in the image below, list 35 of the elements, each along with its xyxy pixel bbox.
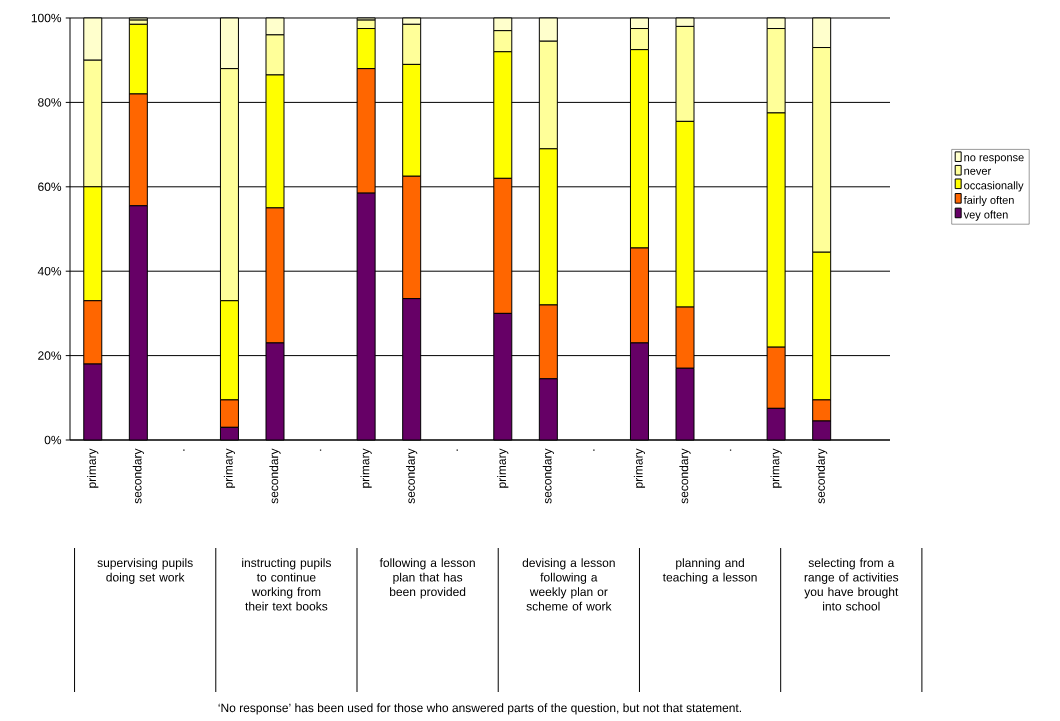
text: planning and teaching a lesson xyxy=(662,558,757,584)
legend-label: occasionally xyxy=(964,181,1024,192)
x-tick-label: secondary xyxy=(269,448,281,504)
x-tick-label: . xyxy=(456,449,458,451)
x-tick-label: . xyxy=(593,449,595,451)
text: following a lesson plan that has been provided xyxy=(379,558,475,599)
legend-label: vey often xyxy=(963,210,1008,221)
x-tick-label: primary xyxy=(223,448,236,488)
x-tick-label: primary xyxy=(633,448,646,488)
x-tick-label: primary xyxy=(87,448,99,488)
y-tick-label: 40% xyxy=(37,266,62,276)
y-tick-label: 80% xyxy=(38,98,62,107)
x-tick-label: secondary xyxy=(406,448,418,504)
legend-label: never xyxy=(964,168,991,175)
x-tick-label: . xyxy=(319,449,322,451)
text: ‘No response’ has been used for those who answered parts of the question, but not that statement. xyxy=(218,703,741,715)
text: devising a lesson following a weekly plan or scheme of work xyxy=(522,558,615,611)
legend-label: fairly often xyxy=(963,195,1014,207)
legend-label: no response xyxy=(964,155,1024,164)
x-tick-label: . xyxy=(183,449,185,451)
x-tick-label: primary xyxy=(497,448,509,488)
text: instructing pupils to continue working from their text books xyxy=(242,558,331,611)
x-tick-label: secondary xyxy=(816,448,828,504)
x-tick-label: . xyxy=(729,449,732,451)
text: supervising pupils doing set work xyxy=(97,558,193,584)
x-tick-label: primary xyxy=(770,448,782,488)
x-tick-label: secondary xyxy=(679,448,691,504)
y-tick-label: 100% xyxy=(31,13,62,23)
x-tick-label: secondary xyxy=(132,448,144,504)
y-tick-label: 20% xyxy=(38,351,62,360)
x-tick-label: secondary xyxy=(542,448,554,504)
x-tick-label: primary xyxy=(360,448,372,488)
y-tick-label: 60% xyxy=(38,182,62,192)
y-tick-label: 0% xyxy=(44,435,62,445)
text: selecting from a range of activities you have brought into school xyxy=(804,558,899,611)
